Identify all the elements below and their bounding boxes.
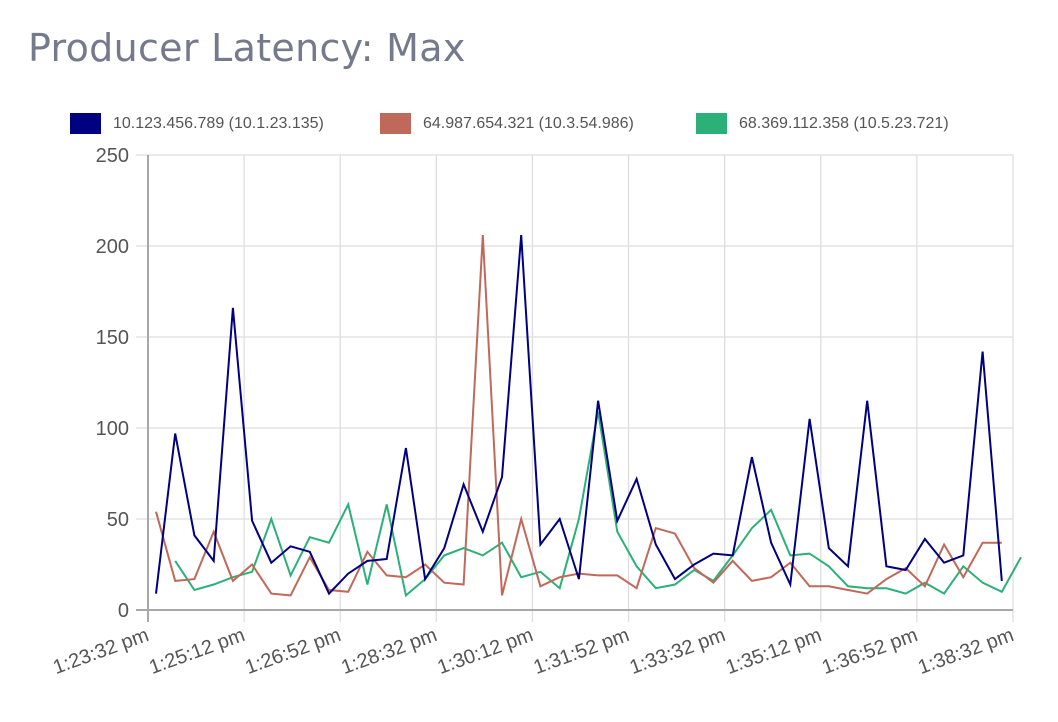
series-line-3[interactable]	[174, 411, 1022, 598]
series-line-2[interactable]	[155, 235, 1002, 597]
series-line-1[interactable]	[155, 235, 1003, 596]
y-axis: 0 50 100 150 200 250	[96, 145, 149, 622]
x-tick-label: 1:36:52 pm	[819, 624, 921, 679]
chart-series	[155, 235, 1022, 598]
legend-swatch-series-3	[696, 113, 727, 134]
y-tick-label: 0	[118, 600, 129, 622]
x-tick-label: 1:25:12 pm	[146, 624, 248, 679]
legend-swatch-series-1	[70, 113, 101, 134]
legend-item-series-3[interactable]: 68.369.112.358 (10.5.23.721)	[696, 113, 949, 134]
chart-grid	[136, 154, 1014, 622]
y-tick-label: 200	[96, 236, 129, 258]
y-tick-label: 50	[107, 509, 129, 531]
x-tick-label: 1:38:32 pm	[915, 624, 1017, 679]
legend-item-series-2[interactable]: 64.987.654.321 (10.3.54.986)	[380, 113, 634, 134]
legend-item-series-1[interactable]: 10.123.456.789 (10.1.23.135)	[70, 113, 324, 134]
y-tick-label: 100	[96, 418, 129, 440]
chart-legend: 10.123.456.789 (10.1.23.135) 64.987.654.…	[0, 113, 1058, 139]
x-tick-label: 1:26:52 pm	[242, 624, 344, 679]
x-tick-label: 1:30:12 pm	[435, 624, 537, 679]
x-tick-label: 1:33:32 pm	[627, 624, 729, 679]
legend-label-series-1: 10.123.456.789 (10.1.23.135)	[113, 114, 324, 132]
legend-label-series-2: 64.987.654.321 (10.3.54.986)	[423, 114, 634, 132]
y-tick-label: 150	[96, 327, 129, 349]
legend-label-series-3: 68.369.112.358 (10.5.23.721)	[739, 114, 949, 132]
x-tick-label: 1:23:32 pm	[50, 624, 152, 679]
x-tick-label: 1:28:32 pm	[338, 624, 440, 679]
y-tick-label: 250	[96, 145, 129, 167]
x-axis: 1:23:32 pm1:25:12 pm1:26:52 pm1:28:32 pm…	[50, 609, 1017, 679]
chart-title: Producer Latency: Max	[28, 26, 466, 70]
x-tick-label: 1:31:52 pm	[531, 624, 633, 679]
x-tick-label: 1:35:12 pm	[723, 624, 825, 679]
legend-swatch-series-2	[380, 113, 411, 134]
